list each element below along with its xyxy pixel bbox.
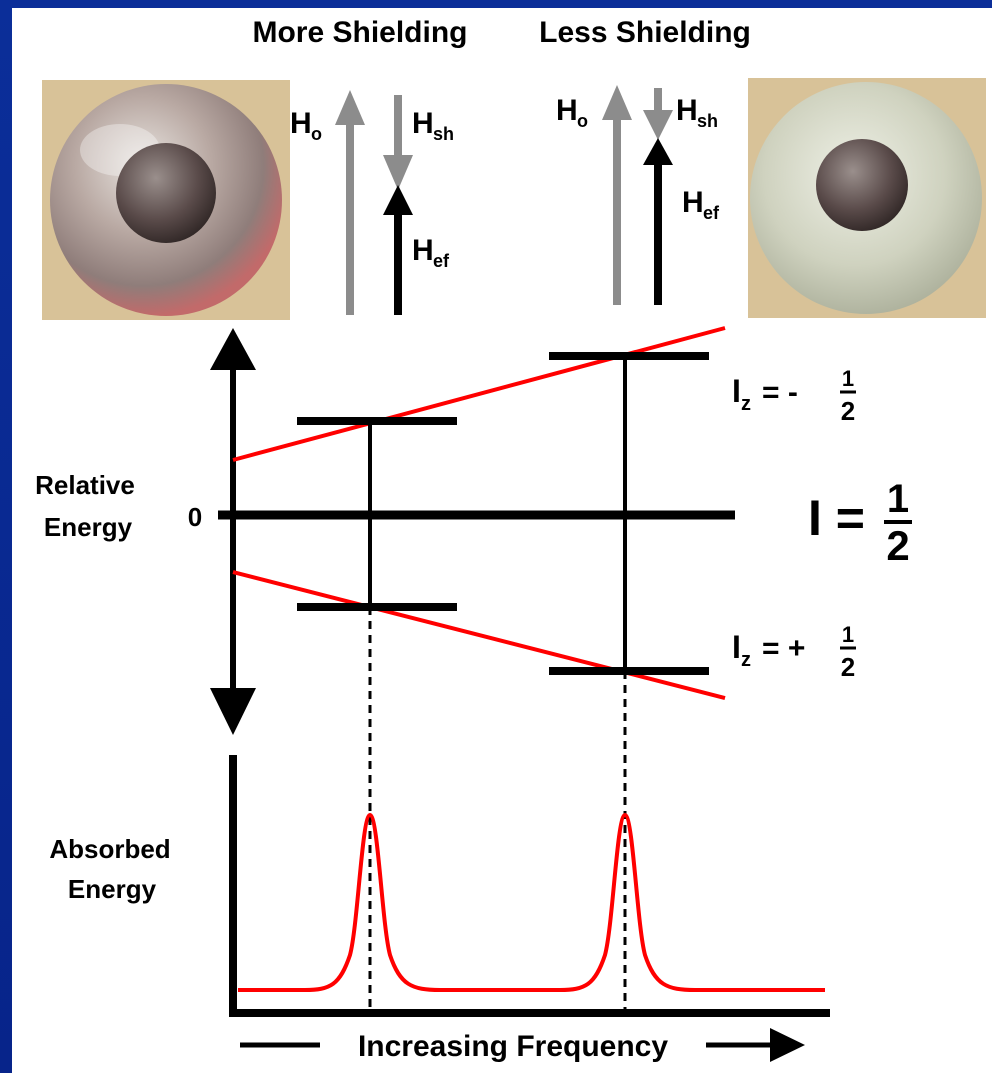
absorption-spectrum-curve	[238, 812, 825, 992]
effective-field-sub-left: ef	[433, 251, 450, 271]
effective-field-label-left: H	[412, 234, 434, 267]
applied-field-sub-left: o	[311, 124, 322, 144]
svg-text:1: 1	[842, 622, 854, 647]
svg-text:z: z	[741, 393, 751, 415]
svg-text:2: 2	[841, 396, 855, 426]
frequency-axis-arrow	[240, 1028, 805, 1062]
absorption-spectrum-axes	[229, 755, 830, 1017]
shielding-field-sub-right: sh	[697, 111, 718, 131]
zero-energy-label: 0	[188, 502, 202, 532]
absorbed-energy-label-line2: Energy	[68, 874, 157, 904]
less-shielding-atom-image	[748, 78, 986, 318]
svg-text:= +: = +	[762, 632, 805, 665]
relative-energy-label-line1: Relative	[35, 470, 135, 500]
upper-spin-state-label: I z = - 1 2	[732, 366, 856, 426]
svg-text:I =: I =	[808, 490, 865, 546]
more-shielding-atom-image	[42, 80, 290, 320]
svg-text:2: 2	[886, 522, 909, 569]
absorbed-energy-label-line1: Absorbed	[49, 834, 170, 864]
svg-text:1: 1	[842, 366, 854, 391]
lower-spin-state-label: I z = + 1 2	[732, 622, 856, 682]
more-shielding-field-arrows	[335, 90, 413, 315]
shielding-field-sub-left: sh	[433, 124, 454, 144]
increasing-frequency-label: Increasing Frequency	[358, 1030, 668, 1063]
effective-field-label-right: H	[682, 186, 704, 219]
nuclear-spin-label: I = 1 2	[808, 477, 912, 569]
applied-field-label-right: H	[556, 94, 578, 127]
more-shielding-energy-levels	[297, 417, 457, 1010]
shielding-field-label-left: H	[412, 107, 434, 140]
relative-energy-axis	[210, 328, 256, 735]
less-shielding-energy-levels	[549, 352, 709, 1010]
svg-text:1: 1	[887, 477, 909, 521]
shielding-field-label-right: H	[676, 94, 698, 127]
svg-text:= -: = -	[762, 376, 798, 409]
less-shielding-label: Less Shielding	[539, 16, 751, 49]
svg-text:I: I	[732, 373, 741, 409]
svg-text:I: I	[732, 629, 741, 665]
relative-energy-label-line2: Energy	[44, 512, 133, 542]
applied-field-label-left: H	[290, 107, 312, 140]
less-shielding-field-arrows	[602, 85, 673, 305]
effective-field-sub-right: ef	[703, 203, 720, 223]
applied-field-sub-right: o	[577, 111, 588, 131]
more-shielding-label: More Shielding	[252, 16, 467, 49]
upper-energy-divergence-line	[232, 326, 726, 462]
lower-energy-divergence-line	[232, 570, 726, 700]
svg-text:z: z	[741, 649, 751, 671]
svg-text:2: 2	[841, 652, 855, 682]
